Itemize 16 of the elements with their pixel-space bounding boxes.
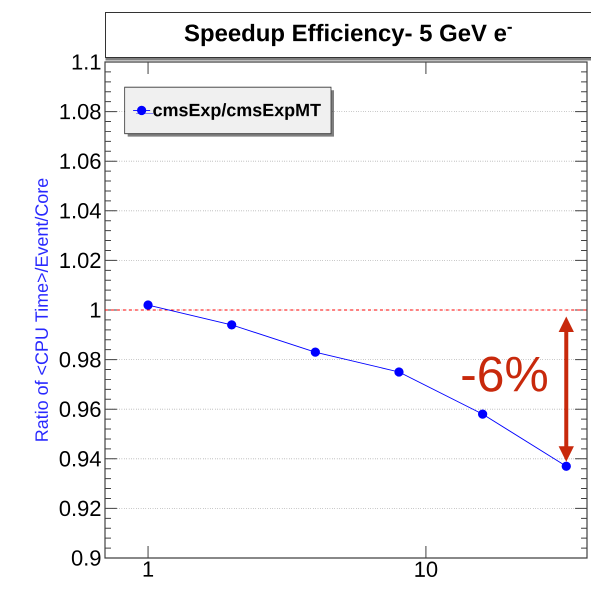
y-tick-label: 1.1 [72, 54, 100, 70]
chart-title: Speedup Efficiency- 5 GeV e$^{-}$ [184, 24, 512, 46]
y-tick-label: 1 [90, 302, 100, 318]
y-tick-label: 1.06 [60, 153, 101, 169]
y-tick-label: 1.08 [60, 104, 101, 120]
y-tick-label: 0.9 [72, 550, 100, 566]
y-tick-label: 0.96 [60, 401, 101, 417]
y-tick-label: 1.02 [60, 252, 100, 268]
y-tick-label: 0.98 [60, 352, 101, 368]
annotation: -6% [462, 356, 547, 392]
legend-label: cmsExp/cmsExpMT [153, 103, 321, 120]
y-axis-title: Ratio of <CPU Time>/Event/Core [34, 178, 48, 441]
y-tick-label: 1.04 [60, 203, 101, 219]
y-tick-label: 0.92 [60, 500, 100, 516]
y-tick-label: 0.94 [60, 451, 101, 467]
x-tick-label: 10 [415, 562, 438, 578]
